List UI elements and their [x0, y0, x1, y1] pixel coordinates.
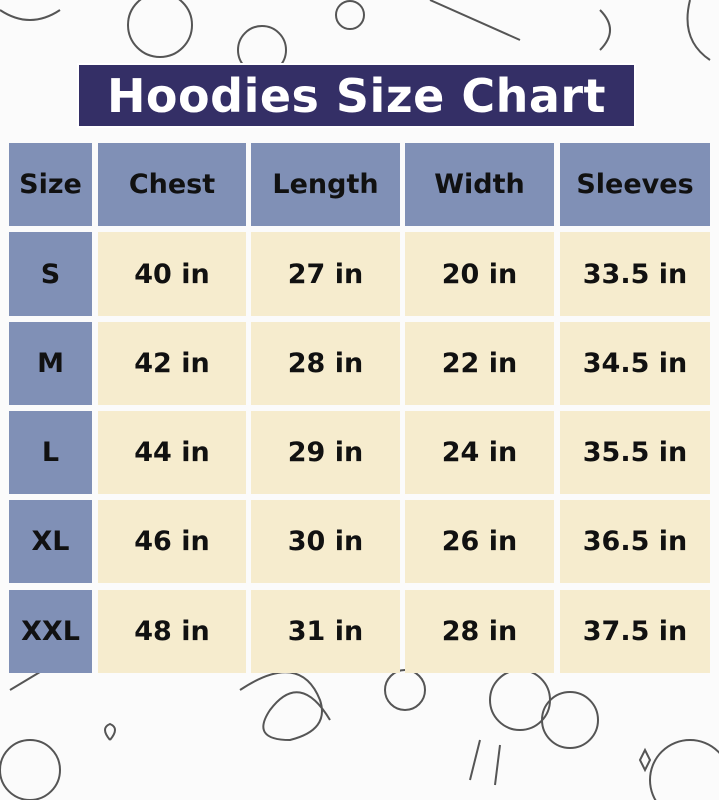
cell-sleeves: 36.5 in [560, 500, 710, 583]
cell-chest: 40 in [98, 232, 246, 316]
cell-length: 31 in [251, 590, 400, 673]
cell-sleeves: 35.5 in [560, 411, 710, 494]
size-label: XXL [9, 590, 92, 673]
cell-chest: 48 in [98, 590, 246, 673]
cell-width: 22 in [405, 322, 554, 405]
cell-chest: 42 in [98, 322, 246, 405]
cell-width: 24 in [405, 411, 554, 494]
cell-chest: 44 in [98, 411, 246, 494]
header-sleeves: Sleeves [560, 143, 710, 226]
cell-chest: 46 in [98, 500, 246, 583]
size-label: M [9, 322, 92, 405]
cell-width: 28 in [405, 590, 554, 673]
header-chest: Chest [98, 143, 246, 226]
cell-width: 20 in [405, 232, 554, 316]
size-label: L [9, 411, 92, 494]
header-size: Size [9, 143, 92, 226]
size-label: XL [9, 500, 92, 583]
cell-sleeves: 33.5 in [560, 232, 710, 316]
cell-sleeves: 37.5 in [560, 590, 710, 673]
cell-width: 26 in [405, 500, 554, 583]
cell-sleeves: 34.5 in [560, 322, 710, 405]
cell-length: 27 in [251, 232, 400, 316]
cell-length: 29 in [251, 411, 400, 494]
page-title: Hoodies Size Chart [77, 63, 636, 128]
cell-length: 28 in [251, 322, 400, 405]
header-width: Width [405, 143, 554, 226]
cell-length: 30 in [251, 500, 400, 583]
header-length: Length [251, 143, 400, 226]
size-label: S [9, 232, 92, 316]
